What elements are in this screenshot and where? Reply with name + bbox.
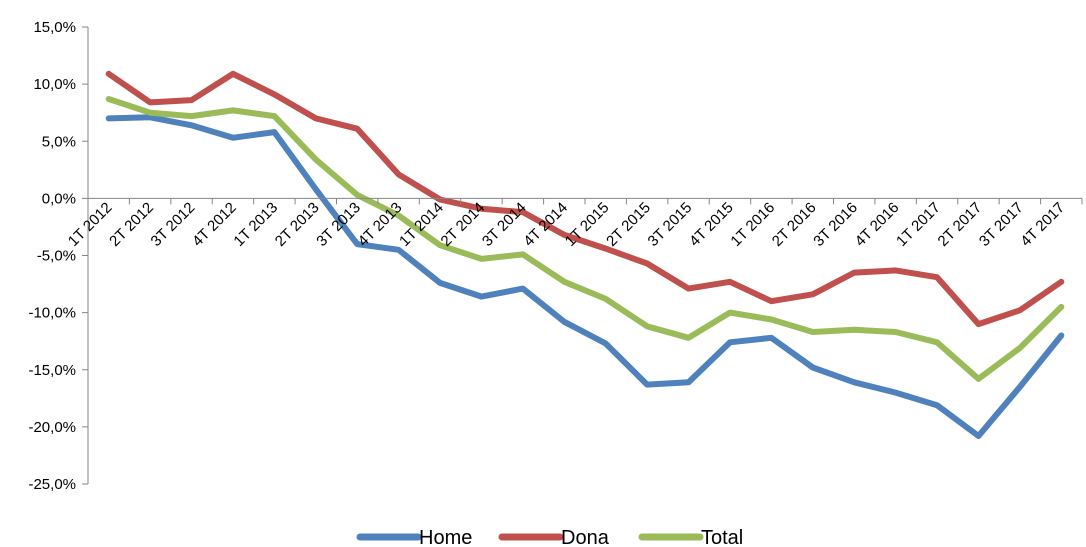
x-tick-label: 1T 2016 — [727, 199, 778, 250]
series-line-total — [105, 96, 1065, 382]
x-tick-label: 2T 2017 — [935, 199, 986, 250]
y-tick-label: -25,0% — [28, 476, 76, 493]
y-tick-label: 0,0% — [42, 190, 76, 207]
y-tick-label: 5,0% — [42, 133, 76, 150]
x-tick-label: 4T 2017 — [1017, 199, 1068, 250]
y-tick-label: 10,0% — [33, 76, 76, 93]
x-tick-label: 3T 2012 — [148, 199, 199, 250]
y-tick-label: -5,0% — [37, 248, 76, 265]
y-axis: 15,0% 10,0% 5,0% 0,0% -5,0% -10,0% -15,0% -20,0… — [28, 19, 89, 493]
legend: Home Dona Total — [356, 527, 743, 547]
legend-label-dona: Dona — [561, 527, 610, 547]
x-tick-label: 1T 2017 — [893, 199, 944, 250]
y-tick-label: -15,0% — [28, 362, 76, 379]
x-tick-label: 3T 2016 — [810, 199, 861, 250]
x-tick-label: 4T 2012 — [189, 199, 240, 250]
x-tick-label: 1T 2013 — [230, 199, 281, 250]
x-tick-label: 2T 2015 — [603, 199, 654, 250]
x-tick-label: 2T 2013 — [272, 199, 323, 250]
x-tick-label: 4T 2016 — [852, 199, 903, 250]
legend-label-total: Total — [701, 527, 743, 547]
x-tick-label: 3T 2015 — [645, 199, 696, 250]
x-tick-label: 2T 2016 — [769, 199, 820, 250]
x-tick-label: 2T 2012 — [106, 199, 157, 250]
legend-label-home: Home — [419, 527, 472, 547]
series-line-home — [105, 114, 1065, 439]
y-tick-label: -10,0% — [28, 305, 76, 322]
x-tick-label: 4T 2014 — [520, 199, 571, 250]
x-tick-label: 4T 2015 — [686, 199, 737, 250]
x-tick-label: 3T 2017 — [976, 199, 1027, 250]
series-lines — [105, 70, 1065, 439]
series-line-dona — [105, 70, 1065, 328]
y-tick-label: -20,0% — [28, 419, 76, 436]
y-tick-label: 15,0% — [33, 19, 76, 36]
